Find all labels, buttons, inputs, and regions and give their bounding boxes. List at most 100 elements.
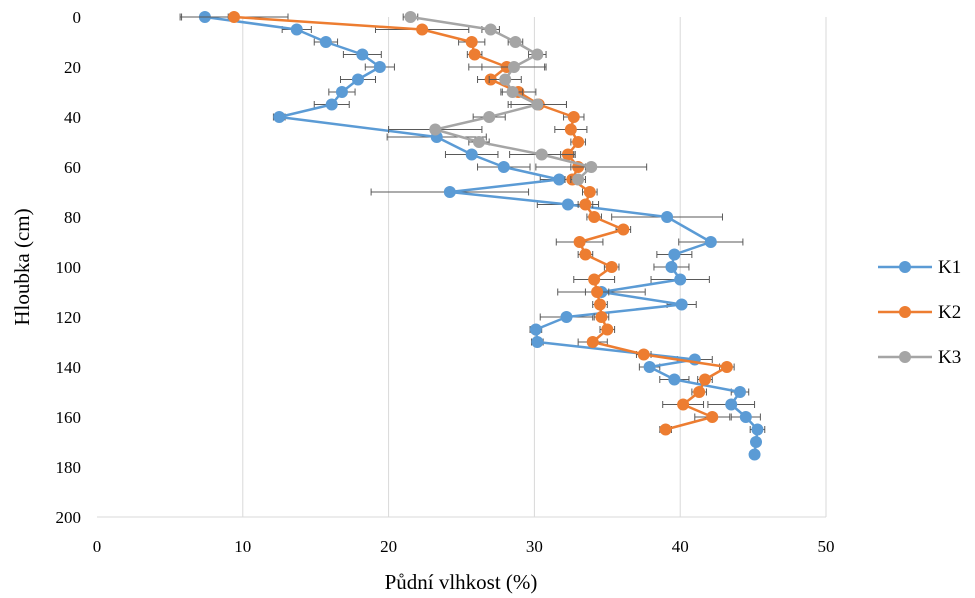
data-point	[733, 386, 746, 398]
data-point	[560, 311, 573, 323]
data-point	[572, 173, 585, 186]
y-tick-label: 80	[64, 208, 81, 227]
series-layer	[179, 11, 766, 461]
series-k1	[181, 11, 766, 461]
x-tick-label: 20	[380, 537, 397, 556]
x-tick-label: 40	[672, 537, 689, 556]
data-point	[595, 311, 608, 323]
data-point	[561, 198, 574, 211]
data-point	[579, 248, 592, 261]
data-point	[228, 11, 241, 23]
data-point	[643, 361, 656, 373]
data-point	[535, 148, 548, 161]
data-point	[601, 323, 614, 336]
data-point	[531, 336, 544, 348]
data-point	[674, 273, 687, 286]
data-point	[356, 48, 369, 61]
series-line	[234, 15, 729, 431]
data-point	[677, 398, 690, 411]
legend-label: K1	[938, 257, 961, 278]
data-point	[704, 236, 717, 248]
data-point	[579, 198, 592, 211]
data-point	[499, 73, 512, 86]
data-point	[325, 98, 338, 111]
data-point	[497, 161, 510, 173]
data-point	[706, 411, 719, 423]
y-tick-labels: 0 20 40 60 80 100 120 140 160 180 200	[56, 8, 82, 527]
y-tick-label: 180	[56, 458, 82, 477]
x-tick-label: 50	[818, 537, 835, 556]
legend-item-k1: K1	[878, 257, 961, 278]
data-point	[483, 111, 496, 123]
data-point	[588, 273, 601, 286]
legend-marker	[899, 306, 911, 318]
data-point	[484, 23, 497, 36]
data-point	[720, 361, 733, 373]
data-point	[290, 23, 303, 36]
data-point	[605, 261, 618, 273]
data-point	[416, 23, 429, 36]
y-tick-label: 120	[56, 308, 82, 327]
data-point	[553, 173, 566, 186]
data-point	[351, 73, 364, 86]
y-tick-label: 100	[56, 258, 82, 277]
data-point	[751, 423, 764, 436]
data-point	[443, 186, 456, 198]
data-point	[429, 123, 442, 136]
data-point	[472, 136, 485, 148]
x-tick-label: 10	[234, 537, 251, 556]
data-point	[572, 136, 585, 148]
y-tick-label: 160	[56, 408, 82, 427]
data-point	[668, 373, 681, 386]
legend-item-k2: K2	[878, 302, 961, 323]
y-tick-label: 140	[56, 358, 82, 377]
legend-marker	[899, 261, 911, 273]
legend-item-k3: K3	[878, 347, 961, 368]
x-tick-labels: 0 10 20 30 40 50	[93, 537, 835, 556]
data-point	[531, 98, 544, 111]
data-point	[750, 436, 763, 448]
data-point	[465, 36, 478, 48]
data-point	[668, 248, 681, 261]
data-point	[567, 111, 580, 123]
data-point	[573, 236, 586, 248]
x-tick-label: 30	[526, 537, 543, 556]
data-point	[529, 323, 542, 336]
data-point	[725, 398, 738, 411]
data-point	[665, 261, 678, 273]
data-point	[583, 186, 596, 198]
data-point	[698, 373, 711, 386]
x-tick-label: 0	[93, 537, 102, 556]
data-point	[509, 36, 522, 48]
data-point	[404, 11, 417, 23]
data-point	[617, 223, 630, 236]
data-point	[661, 211, 674, 223]
y-tick-label: 0	[73, 8, 82, 27]
x-axis-title: Půdní vlhkost (%)	[385, 570, 538, 594]
y-tick-label: 20	[64, 58, 81, 77]
data-point	[531, 48, 544, 61]
data-point	[564, 123, 577, 136]
data-point	[585, 161, 598, 173]
y-tick-label: 40	[64, 108, 81, 127]
data-point	[588, 211, 601, 223]
data-point	[507, 61, 520, 73]
data-point	[675, 298, 688, 311]
data-point	[468, 48, 481, 61]
data-point	[748, 448, 761, 461]
series-line	[204, 15, 759, 455]
series-k3	[388, 11, 648, 186]
legend: K1 K2 K3	[878, 257, 961, 368]
data-point	[594, 298, 607, 311]
y-tick-label: 200	[56, 508, 82, 527]
data-point	[373, 61, 386, 73]
data-point	[273, 111, 286, 123]
y-axis-title: Hloubka (cm)	[10, 208, 34, 325]
data-point	[739, 411, 752, 423]
data-point	[659, 423, 672, 436]
data-point	[465, 148, 478, 161]
data-point	[591, 286, 604, 298]
data-point	[319, 36, 332, 48]
legend-marker	[899, 351, 911, 363]
